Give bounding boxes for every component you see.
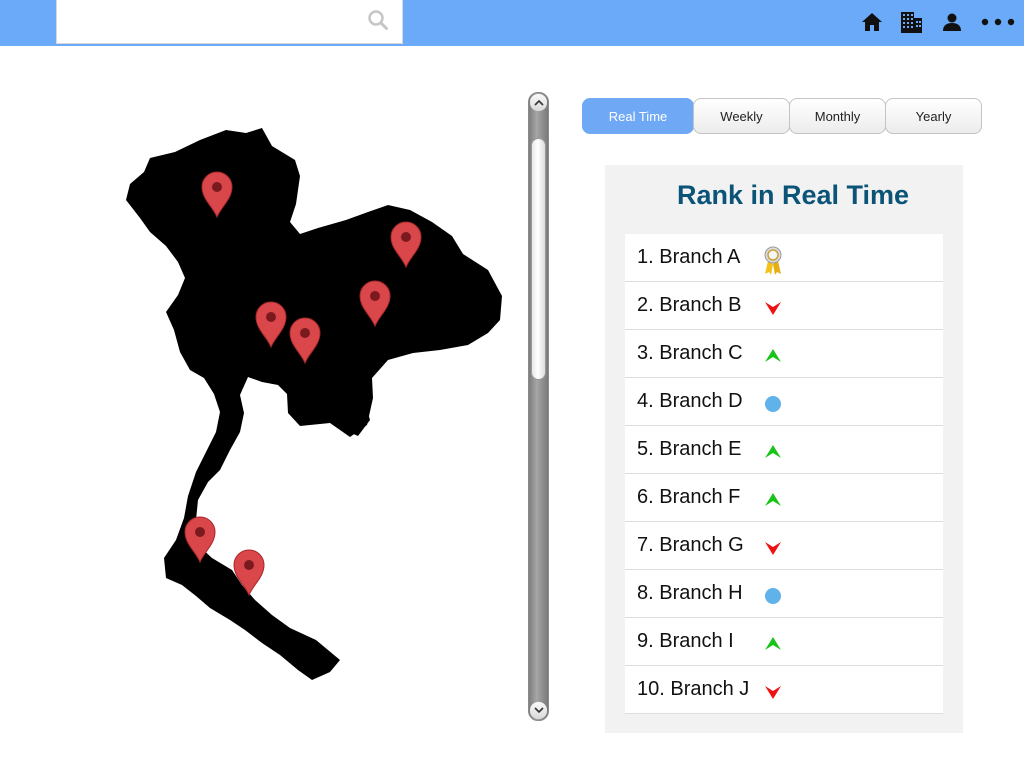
rank-label: 7. Branch G xyxy=(637,534,744,556)
rank-label: 2. Branch B xyxy=(637,294,742,316)
scroll-down-button[interactable] xyxy=(530,702,547,719)
rank-row[interactable]: 6. Branch F xyxy=(625,474,943,522)
trend-up-icon xyxy=(763,630,783,658)
scroll-up-button[interactable] xyxy=(530,94,547,111)
vertical-scrollbar[interactable] xyxy=(528,92,549,721)
trend-same-icon xyxy=(763,390,783,418)
rank-row[interactable]: 1. Branch A xyxy=(625,234,943,282)
rank-row[interactable]: 8. Branch H xyxy=(625,570,943,618)
search-input[interactable] xyxy=(63,6,353,36)
rank-list: 1. Branch A 2. Branch B 3. Branch C 4. Bran… xyxy=(625,234,943,714)
trend-up-icon xyxy=(763,438,783,466)
trend-up-icon xyxy=(763,342,783,370)
buildings-icon[interactable] xyxy=(897,8,925,36)
chevron-down-icon xyxy=(533,707,544,714)
rank-label: 1. Branch A xyxy=(637,246,741,268)
rank-row[interactable]: 7. Branch G xyxy=(625,522,943,570)
trend-down-icon xyxy=(763,534,783,562)
rank-label: 4. Branch D xyxy=(637,390,743,412)
rank-panel: Rank in Real Time 1. Branch A 2. Branch B… xyxy=(605,165,963,733)
rank-row[interactable]: 9. Branch I xyxy=(625,618,943,666)
chevron-up-icon xyxy=(533,99,544,106)
country-shape xyxy=(126,128,502,680)
search-box xyxy=(56,0,403,44)
tab-yearly[interactable]: Yearly xyxy=(885,98,982,134)
rank-panel-title: Rank in Real Time xyxy=(676,180,910,210)
tab-weekly[interactable]: Weekly xyxy=(693,98,790,134)
user-icon[interactable] xyxy=(938,8,966,36)
rank-label: 6. Branch F xyxy=(637,486,741,508)
search-icon[interactable] xyxy=(367,9,389,36)
country-map xyxy=(126,128,502,680)
map-pin-6[interactable] xyxy=(184,516,216,564)
tab-monthly[interactable]: Monthly xyxy=(789,98,886,134)
rank-row[interactable]: 2. Branch B xyxy=(625,282,943,330)
trend-up-icon xyxy=(763,486,783,514)
rank-label: 9. Branch I xyxy=(637,630,734,652)
trend-down-icon xyxy=(763,294,783,322)
trend-same-icon xyxy=(763,582,783,610)
rank-label: 5. Branch E xyxy=(637,438,742,460)
map-pin-2[interactable] xyxy=(390,221,422,269)
award-ribbon-icon xyxy=(763,246,783,275)
map-pin-1[interactable] xyxy=(201,171,233,219)
map-pin-3[interactable] xyxy=(359,280,391,328)
rank-label: 8. Branch H xyxy=(637,582,743,604)
rank-label: 3. Branch C xyxy=(637,342,743,364)
rank-row[interactable]: 3. Branch C xyxy=(625,330,943,378)
map-pin-4[interactable] xyxy=(255,301,287,349)
home-icon[interactable] xyxy=(858,8,886,36)
scroll-thumb[interactable] xyxy=(531,138,546,380)
map-pin-5[interactable] xyxy=(289,317,321,365)
rank-label: 10. Branch J xyxy=(637,678,750,700)
top-bar xyxy=(0,0,1024,46)
map-pin-7[interactable] xyxy=(233,549,265,597)
trend-down-icon xyxy=(763,678,783,706)
rank-row[interactable]: 10. Branch J xyxy=(625,666,943,714)
rank-row[interactable]: 5. Branch E xyxy=(625,426,943,474)
tab-real-time[interactable]: Real Time xyxy=(582,98,694,134)
more-icon[interactable] xyxy=(980,8,1016,36)
country-shape-east-lobe xyxy=(330,380,370,436)
rank-row[interactable]: 4. Branch D xyxy=(625,378,943,426)
